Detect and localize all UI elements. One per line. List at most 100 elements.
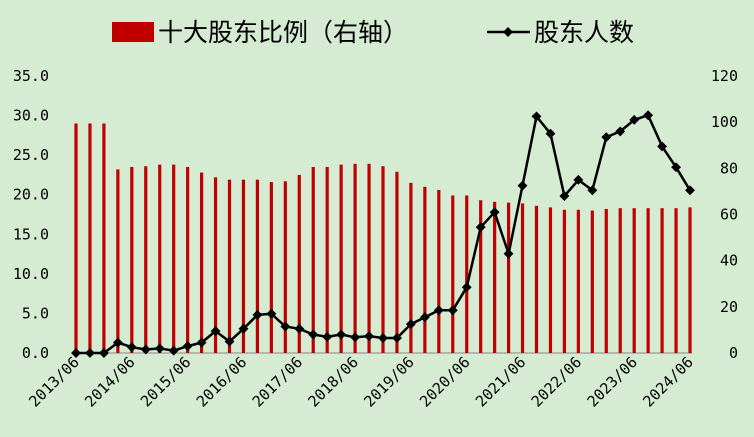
bar bbox=[576, 209, 580, 353]
right-axis-tick-label: 40 bbox=[720, 252, 738, 270]
bar bbox=[590, 210, 594, 353]
bar bbox=[102, 123, 106, 353]
line-point bbox=[392, 333, 402, 343]
line-point bbox=[517, 180, 528, 191]
line-point bbox=[685, 185, 695, 196]
line-point bbox=[98, 348, 109, 358]
x-axis-tick-label: 2024/06 bbox=[639, 353, 696, 410]
left-axis-tick-label: 35.0 bbox=[13, 67, 49, 85]
bar bbox=[506, 202, 511, 353]
line-point bbox=[294, 323, 305, 334]
line-point bbox=[671, 162, 681, 173]
bar bbox=[199, 172, 204, 353]
bar bbox=[130, 167, 134, 353]
bar bbox=[646, 208, 650, 353]
bar bbox=[283, 181, 287, 353]
bar bbox=[213, 177, 218, 353]
x-axis-tick-label: 2015/06 bbox=[137, 353, 194, 410]
line-point bbox=[559, 191, 570, 201]
bar bbox=[339, 164, 343, 353]
legend-line-label: 股东人数 bbox=[534, 18, 634, 47]
line-point bbox=[336, 329, 347, 340]
line-point bbox=[629, 114, 640, 125]
bar bbox=[632, 208, 636, 353]
x-axis-tick-label: 2014/06 bbox=[81, 353, 138, 410]
line-point bbox=[378, 333, 388, 343]
line-point bbox=[308, 329, 319, 340]
legend-bar-label: 十大股东比例（右轴） bbox=[158, 18, 408, 47]
bar bbox=[465, 195, 469, 353]
bar bbox=[367, 163, 371, 353]
line-point bbox=[112, 337, 123, 348]
line-point bbox=[126, 342, 137, 353]
bar bbox=[88, 123, 92, 353]
bar bbox=[311, 167, 315, 353]
right-axis-tick-label: 80 bbox=[720, 159, 738, 177]
line-point bbox=[489, 207, 500, 218]
bar bbox=[255, 179, 260, 353]
bar bbox=[618, 208, 622, 353]
left-axis-tick-label: 20.0 bbox=[13, 186, 49, 204]
left-axis-tick-label: 5.0 bbox=[22, 304, 49, 322]
line-point bbox=[85, 348, 95, 358]
left-axis-tick-label: 15.0 bbox=[13, 225, 49, 243]
legend-line-marker bbox=[503, 27, 513, 37]
right-axis-tick-label: 20 bbox=[720, 298, 738, 316]
x-axis-tick-label: 2020/06 bbox=[416, 353, 473, 410]
x-axis-tick-label: 2021/06 bbox=[472, 353, 529, 410]
line-point bbox=[350, 332, 361, 343]
right-axis-tick-label: 120 bbox=[711, 67, 738, 85]
bar bbox=[74, 123, 78, 353]
left-axis-tick-label: 10.0 bbox=[13, 265, 49, 283]
bar bbox=[395, 171, 399, 353]
bar bbox=[172, 164, 176, 353]
bar bbox=[660, 208, 664, 353]
bar bbox=[227, 179, 232, 353]
line-point bbox=[433, 305, 444, 316]
line-point bbox=[503, 248, 514, 259]
bar bbox=[381, 166, 385, 353]
right-axis-tick-label: 0 bbox=[729, 344, 738, 362]
left-axis-tick-label: 0.0 bbox=[22, 344, 49, 362]
line-point bbox=[475, 222, 486, 233]
bar bbox=[688, 207, 692, 353]
line-point bbox=[364, 331, 374, 342]
bar bbox=[437, 189, 441, 353]
bar bbox=[423, 186, 427, 353]
bar bbox=[548, 207, 553, 353]
legend: 十大股东比例（右轴） 股东人数 bbox=[112, 18, 634, 47]
bar bbox=[353, 163, 357, 353]
bar bbox=[604, 208, 608, 353]
bar bbox=[493, 201, 497, 353]
bar bbox=[116, 169, 120, 353]
right-axis-tick-label: 60 bbox=[720, 206, 738, 224]
bar bbox=[520, 203, 525, 353]
line-point bbox=[643, 110, 654, 121]
line-point bbox=[405, 319, 416, 330]
bar bbox=[158, 164, 162, 353]
x-axis-tick-label: 2019/06 bbox=[360, 353, 417, 410]
line-point bbox=[238, 323, 249, 334]
line-point bbox=[210, 326, 221, 337]
bar bbox=[186, 167, 190, 353]
line-point bbox=[447, 305, 458, 316]
right-axis-tick-label: 100 bbox=[711, 113, 738, 131]
bar bbox=[241, 179, 246, 353]
line-point bbox=[224, 336, 235, 347]
line-point bbox=[168, 345, 179, 356]
plot-area: 0.0 5.0 10.0 15.0 20.0 25.0 30.0 35.0 0 20 40 60 80 1… bbox=[13, 67, 738, 411]
bar bbox=[451, 195, 455, 353]
line-point bbox=[196, 337, 207, 348]
line-point bbox=[601, 132, 612, 143]
x-axis-tick-label: 2023/06 bbox=[584, 353, 641, 410]
line-point bbox=[461, 282, 472, 293]
bar bbox=[269, 182, 273, 353]
line-point bbox=[252, 309, 263, 320]
line-point bbox=[182, 341, 193, 352]
x-axis-tick-label: 2022/06 bbox=[528, 353, 585, 410]
x-axis-tick-label: 2016/06 bbox=[193, 353, 250, 410]
line-point bbox=[154, 343, 165, 354]
line-point bbox=[419, 312, 430, 323]
bar bbox=[325, 167, 329, 353]
